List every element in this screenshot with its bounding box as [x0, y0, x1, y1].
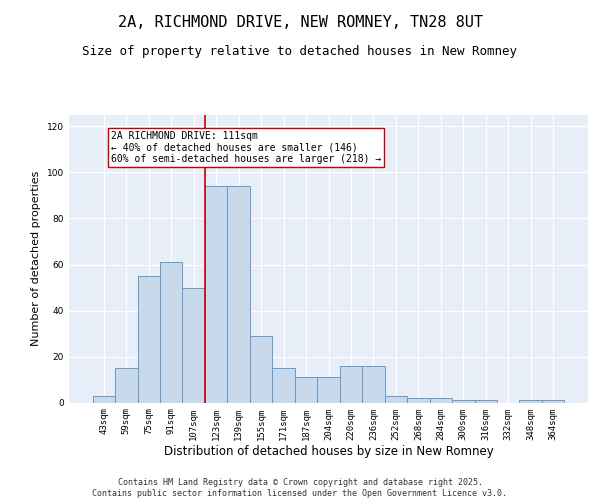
Bar — [182, 288, 205, 403]
X-axis label: Distribution of detached houses by size in New Romney: Distribution of detached houses by size … — [164, 445, 493, 458]
Bar — [362, 366, 385, 403]
Bar — [430, 398, 452, 402]
Bar — [542, 400, 565, 402]
Bar — [475, 400, 497, 402]
Bar — [452, 400, 475, 402]
Bar — [227, 186, 250, 402]
Text: Contains HM Land Registry data © Crown copyright and database right 2025.
Contai: Contains HM Land Registry data © Crown c… — [92, 478, 508, 498]
Text: Size of property relative to detached houses in New Romney: Size of property relative to detached ho… — [83, 45, 517, 58]
Bar — [115, 368, 137, 402]
Text: 2A, RICHMOND DRIVE, NEW ROMNEY, TN28 8UT: 2A, RICHMOND DRIVE, NEW ROMNEY, TN28 8UT — [118, 15, 482, 30]
Bar — [407, 398, 430, 402]
Bar — [205, 186, 227, 402]
Bar — [272, 368, 295, 402]
Bar — [92, 396, 115, 402]
Bar — [295, 377, 317, 402]
Bar — [160, 262, 182, 402]
Text: 2A RICHMOND DRIVE: 111sqm
← 40% of detached houses are smaller (146)
60% of semi: 2A RICHMOND DRIVE: 111sqm ← 40% of detac… — [110, 131, 381, 164]
Bar — [340, 366, 362, 403]
Bar — [385, 396, 407, 402]
Y-axis label: Number of detached properties: Number of detached properties — [31, 171, 41, 346]
Bar — [250, 336, 272, 402]
Bar — [520, 400, 542, 402]
Bar — [317, 377, 340, 402]
Bar — [137, 276, 160, 402]
